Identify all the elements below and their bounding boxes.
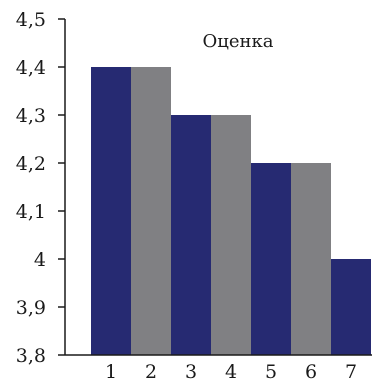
y-tick-label: 4,4 [16, 57, 46, 79]
x-tick-label: 7 [345, 361, 357, 380]
bar-6 [291, 163, 331, 355]
bar-2 [131, 67, 171, 355]
bar-3 [171, 115, 211, 355]
bar-1 [91, 67, 131, 355]
y-tick-label: 4 [34, 249, 46, 271]
y-ticks-group: 3,8 3,9 4 4,1 4,2 4,3 4,4 4,5 [16, 9, 65, 367]
x-ticks-group: 1 2 3 4 5 6 7 [105, 361, 357, 380]
x-tick-label: 1 [105, 361, 117, 380]
x-tick-label: 3 [185, 361, 197, 380]
y-tick-label: 3,9 [16, 297, 46, 319]
chart-title: Оценка [203, 31, 274, 52]
x-tick-label: 4 [225, 361, 237, 380]
x-tick-label: 6 [305, 361, 317, 380]
y-tick-label: 4,1 [16, 201, 46, 223]
bar-4 [211, 115, 251, 355]
bar-7 [331, 259, 371, 355]
y-tick-label: 3,8 [16, 345, 46, 367]
y-tick-label: 4,5 [16, 9, 46, 31]
bars-group [91, 67, 371, 355]
x-tick-label: 5 [265, 361, 277, 380]
y-tick-label: 4,2 [16, 153, 46, 175]
y-tick-label: 4,3 [16, 105, 46, 127]
x-tick-label: 2 [145, 361, 157, 380]
bar-5 [251, 163, 291, 355]
